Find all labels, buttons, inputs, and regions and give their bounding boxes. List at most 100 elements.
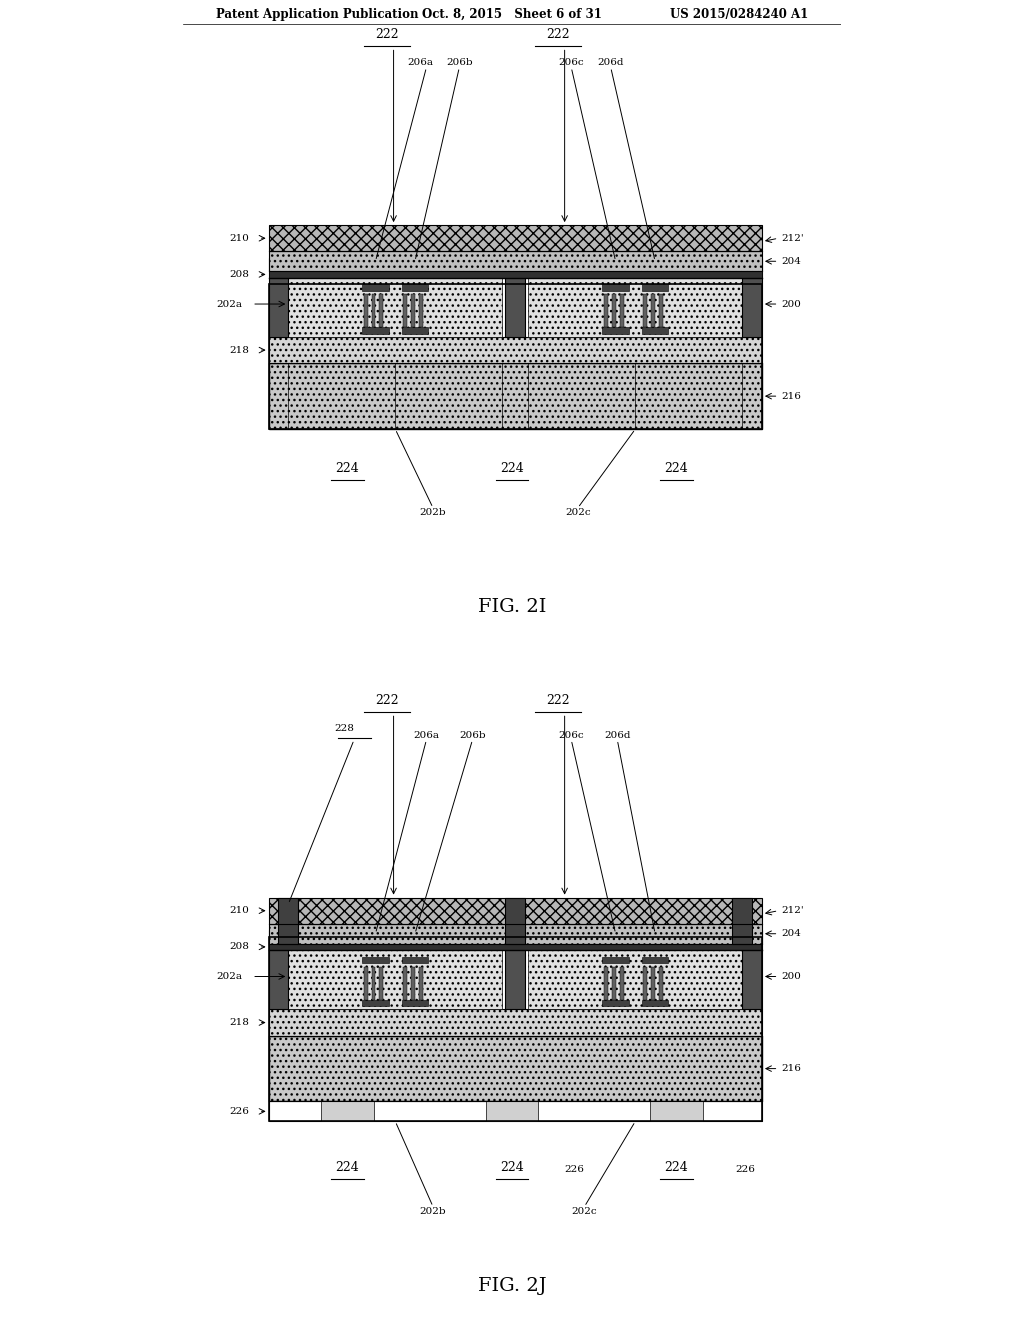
Text: 210: 210 (229, 234, 249, 243)
Bar (372, 966, 376, 999)
Bar (268, 337, 762, 363)
Bar (403, 966, 408, 999)
Bar (362, 957, 389, 964)
Bar (602, 999, 629, 1006)
Bar (279, 898, 298, 944)
Bar (611, 294, 615, 327)
Bar (602, 284, 629, 290)
Text: 206b: 206b (459, 731, 485, 739)
Bar (268, 226, 762, 251)
Bar (602, 957, 629, 964)
Text: FIG. 2J: FIG. 2J (477, 1276, 547, 1295)
Text: 202a: 202a (216, 972, 243, 981)
Bar (611, 966, 615, 999)
Bar (651, 966, 655, 999)
Text: 202a: 202a (216, 300, 243, 309)
Bar (604, 294, 607, 327)
Text: Patent Application Publication: Patent Application Publication (216, 8, 419, 21)
Bar (411, 966, 415, 999)
Bar (742, 931, 762, 1010)
Text: 208: 208 (229, 269, 249, 279)
Text: 224: 224 (665, 462, 688, 475)
Bar (620, 966, 624, 999)
Bar (419, 294, 423, 327)
Bar (268, 363, 762, 429)
Text: 226: 226 (735, 1164, 756, 1173)
Text: 200: 200 (781, 972, 802, 981)
Bar (506, 931, 525, 1010)
Bar (732, 898, 753, 944)
Text: 202b: 202b (420, 1206, 446, 1216)
Bar (289, 271, 502, 337)
Text: 202c: 202c (565, 508, 591, 517)
Text: Oct. 8, 2015   Sheet 6 of 31: Oct. 8, 2015 Sheet 6 of 31 (422, 8, 602, 21)
Bar (642, 327, 669, 334)
Bar (268, 924, 762, 944)
Bar (659, 966, 663, 999)
Bar (604, 966, 607, 999)
Text: FIG. 2I: FIG. 2I (478, 598, 546, 615)
Bar (268, 937, 762, 1121)
Text: 204: 204 (781, 929, 802, 939)
Bar (403, 294, 408, 327)
Bar (642, 284, 669, 290)
Bar (602, 327, 629, 334)
Bar (506, 898, 525, 944)
Text: 224: 224 (336, 1160, 359, 1173)
Text: 212': 212' (781, 907, 805, 915)
Bar (659, 294, 663, 327)
Bar (401, 327, 428, 334)
Text: 204: 204 (781, 257, 802, 265)
Bar (268, 1101, 762, 1121)
Text: 224: 224 (665, 1160, 688, 1173)
Bar (268, 1010, 762, 1036)
Text: 218: 218 (229, 1018, 249, 1027)
Text: 206c: 206c (558, 58, 584, 67)
Bar (268, 257, 289, 337)
Bar (742, 257, 762, 337)
Bar (380, 966, 383, 999)
Bar (411, 294, 415, 327)
Bar (364, 294, 368, 327)
Text: 228: 228 (334, 725, 354, 733)
Bar (401, 999, 428, 1006)
Bar (268, 944, 762, 950)
Text: 224: 224 (336, 462, 359, 475)
Text: 202c: 202c (571, 1206, 597, 1216)
Bar (643, 294, 647, 327)
Text: 206b: 206b (446, 58, 473, 67)
Bar (268, 898, 762, 924)
Bar (650, 1101, 702, 1121)
Text: 200: 200 (781, 300, 802, 309)
Text: 216: 216 (781, 1064, 802, 1073)
Bar (642, 957, 669, 964)
Bar (362, 327, 389, 334)
Text: 202b: 202b (420, 508, 446, 517)
Text: 206d: 206d (597, 58, 624, 67)
Bar (401, 284, 428, 290)
Bar (268, 251, 762, 271)
Bar (268, 284, 762, 429)
Text: 222: 222 (375, 28, 398, 41)
Bar (372, 294, 376, 327)
Text: 208: 208 (229, 942, 249, 952)
Text: 212': 212' (781, 234, 805, 243)
Bar (620, 294, 624, 327)
Text: 226: 226 (229, 1107, 249, 1115)
Bar (362, 999, 389, 1006)
Bar (268, 271, 762, 277)
Bar (506, 257, 525, 337)
Text: 222: 222 (546, 28, 570, 41)
Text: 206a: 206a (407, 58, 433, 67)
Text: US 2015/0284240 A1: US 2015/0284240 A1 (670, 8, 808, 21)
Bar (364, 966, 368, 999)
Text: 206d: 206d (604, 731, 631, 739)
Bar (268, 1036, 762, 1101)
Bar (651, 294, 655, 327)
Text: 206a: 206a (414, 731, 439, 739)
Text: 216: 216 (781, 392, 802, 401)
Text: 218: 218 (229, 346, 249, 355)
Text: 206c: 206c (558, 731, 584, 739)
Bar (401, 957, 428, 964)
Bar (528, 271, 742, 337)
